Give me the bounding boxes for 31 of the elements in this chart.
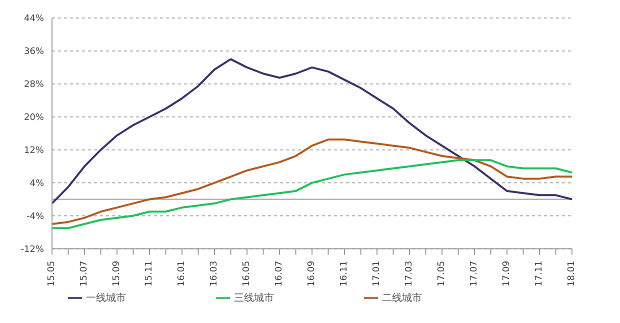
x-tick-label: 17.05 [437,260,447,286]
x-tick-label: 16.05 [242,260,252,286]
x-tick-label: 15.09 [112,260,122,286]
legend-label: 一线城市 [86,292,126,304]
y-tick-label: -12% [20,244,44,255]
x-tick-label: 15.11 [144,260,154,286]
x-tick-label: 15.05 [47,260,57,286]
line-series [52,159,572,230]
y-tick-label: 12% [24,146,44,156]
x-tick-label: 16.07 [274,260,284,286]
x-tick-label: 16.03 [210,260,220,286]
legend-label: 二线城市 [382,292,422,304]
y-tick-label: 4% [30,179,44,190]
y-tick-label: 44% [24,14,44,24]
x-tick-label: 17.01 [372,260,382,286]
y-tick-label: 28% [24,80,44,90]
y-tick-label: -4% [26,212,44,222]
x-tick-label: 17.03 [404,260,414,286]
x-tick-label: 16.11 [340,260,350,286]
y-tick-label: 36% [24,47,44,58]
y-tick-label: 20% [24,113,44,124]
line-series [52,58,572,204]
x-tick-label: 16.09 [307,260,317,286]
x-tick-label: 17.11 [534,260,544,286]
x-tick-label: 16.01 [177,260,187,286]
x-tick-label: 17.07 [470,260,480,286]
line-series [52,138,572,226]
legend-label: 三线城市 [234,292,274,304]
x-tick-label: 18.01 [567,260,577,286]
x-tick-label: 15.07 [80,260,90,286]
x-tick-label: 17.09 [502,260,512,286]
